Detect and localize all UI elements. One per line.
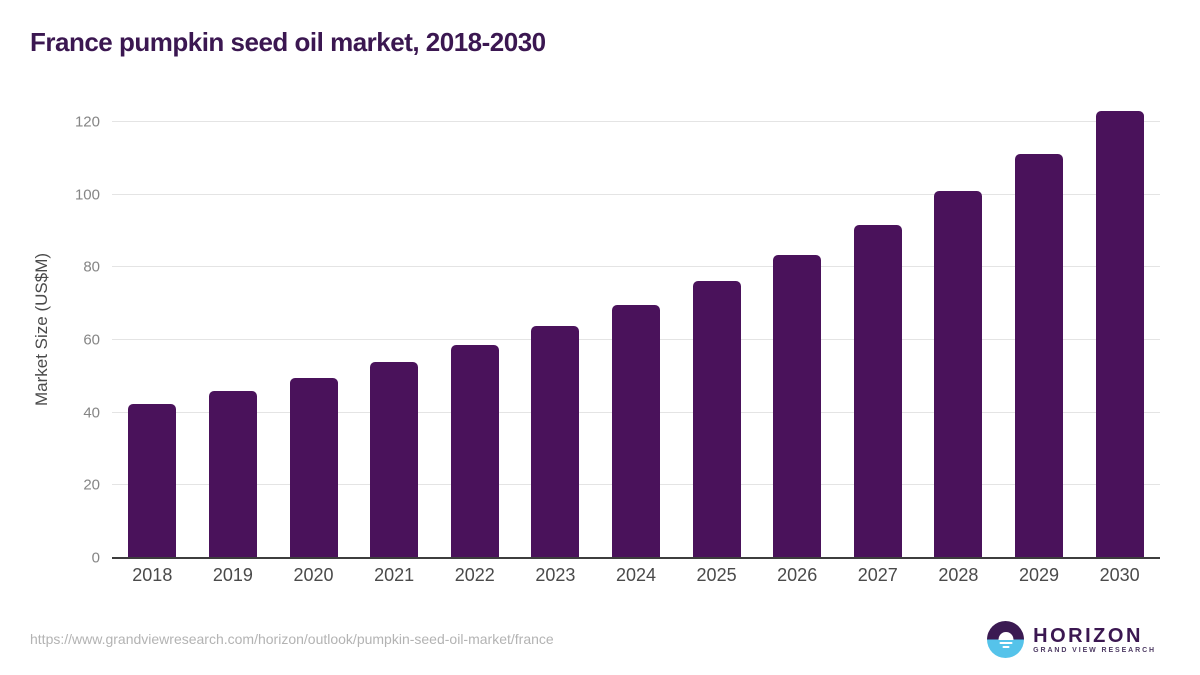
bar-slot-2023 xyxy=(515,100,596,558)
x-label-2028: 2028 xyxy=(938,565,979,585)
x-label-2026: 2026 xyxy=(777,565,818,585)
y-tick-label-0: 0 xyxy=(91,549,100,567)
y-tick-label-60: 60 xyxy=(83,331,100,349)
bar-slot-2018 xyxy=(112,100,193,558)
x-label-2022: 2022 xyxy=(454,565,495,585)
bar-2021 xyxy=(370,361,419,558)
x-axis-labels: 2018 2019 2020 2021 2022 2023 2024 2025 2026 2027… xyxy=(112,565,1160,586)
bar-2019 xyxy=(208,390,257,558)
gridline-80 xyxy=(112,266,1160,268)
bar-slot-2020 xyxy=(273,100,354,558)
logo-brand-name: HORIZON xyxy=(1033,624,1143,647)
sun-glyph xyxy=(998,631,1014,640)
sun-reflection-line xyxy=(1002,646,1010,648)
bar-slot-2026 xyxy=(757,100,838,558)
plot-area xyxy=(112,100,1160,559)
y-tick-label-80: 80 xyxy=(83,258,100,276)
bar-slot-2024 xyxy=(596,100,677,558)
x-label-2023: 2023 xyxy=(535,565,576,585)
bar-slot-2019 xyxy=(193,100,274,558)
bar-2022 xyxy=(450,345,499,558)
bar-2020 xyxy=(289,377,338,558)
logo-sub-brand: GRAND VIEW RESEARCH xyxy=(1033,646,1156,654)
x-label-2020: 2020 xyxy=(293,565,334,585)
bar-slot-2021 xyxy=(354,100,435,558)
gridline-100 xyxy=(112,193,1160,195)
bar-2030 xyxy=(1095,110,1144,558)
bar-slot-2029 xyxy=(999,100,1080,558)
brand-logo: HORIZON GRAND VIEW RESEARCH xyxy=(987,621,1156,658)
x-label-2024: 2024 xyxy=(615,565,656,585)
horizon-sunrise-icon xyxy=(987,621,1025,658)
x-label-2021: 2021 xyxy=(374,565,415,585)
bar-2028 xyxy=(934,190,983,558)
sun-reflection-line xyxy=(999,642,1013,644)
bar-slot-2028 xyxy=(918,100,999,558)
logo-text: HORIZON GRAND VIEW RESEARCH xyxy=(1033,624,1156,654)
bar-2024 xyxy=(611,305,660,558)
x-label-2029: 2029 xyxy=(1018,565,1060,585)
bar-slot-2027 xyxy=(837,100,918,558)
x-label-2019: 2019 xyxy=(212,565,253,585)
bar-series xyxy=(112,100,1160,558)
bar-2029 xyxy=(1015,154,1063,558)
x-axis-line xyxy=(112,557,1160,559)
gridline-120 xyxy=(112,120,1160,122)
y-tick-label-120: 120 xyxy=(74,113,100,131)
source-url: https://www.grandviewresearch.com/horizo… xyxy=(30,631,554,647)
x-label-2027: 2027 xyxy=(857,565,898,585)
y-tick-label-20: 20 xyxy=(83,476,100,494)
chart-title: France pumpkin seed oil market, 2018-203… xyxy=(30,27,546,57)
bar-2026 xyxy=(773,254,822,558)
x-label-2030: 2030 xyxy=(1099,565,1140,585)
bar-2027 xyxy=(853,225,902,558)
bar-slot-2022 xyxy=(434,100,515,558)
bar-2018 xyxy=(128,404,177,558)
bar-slot-2030 xyxy=(1079,100,1160,558)
bar-2025 xyxy=(692,281,741,558)
x-label-2025: 2025 xyxy=(696,565,737,585)
bar-slot-2025 xyxy=(676,100,757,558)
y-axis-tick-labels: 0 20 40 60 80 100 120 xyxy=(36,100,100,565)
x-label-2018: 2018 xyxy=(132,565,173,585)
y-tick-label-100: 100 xyxy=(74,186,100,204)
y-tick-label-40: 40 xyxy=(83,404,100,422)
bar-2023 xyxy=(531,325,580,558)
